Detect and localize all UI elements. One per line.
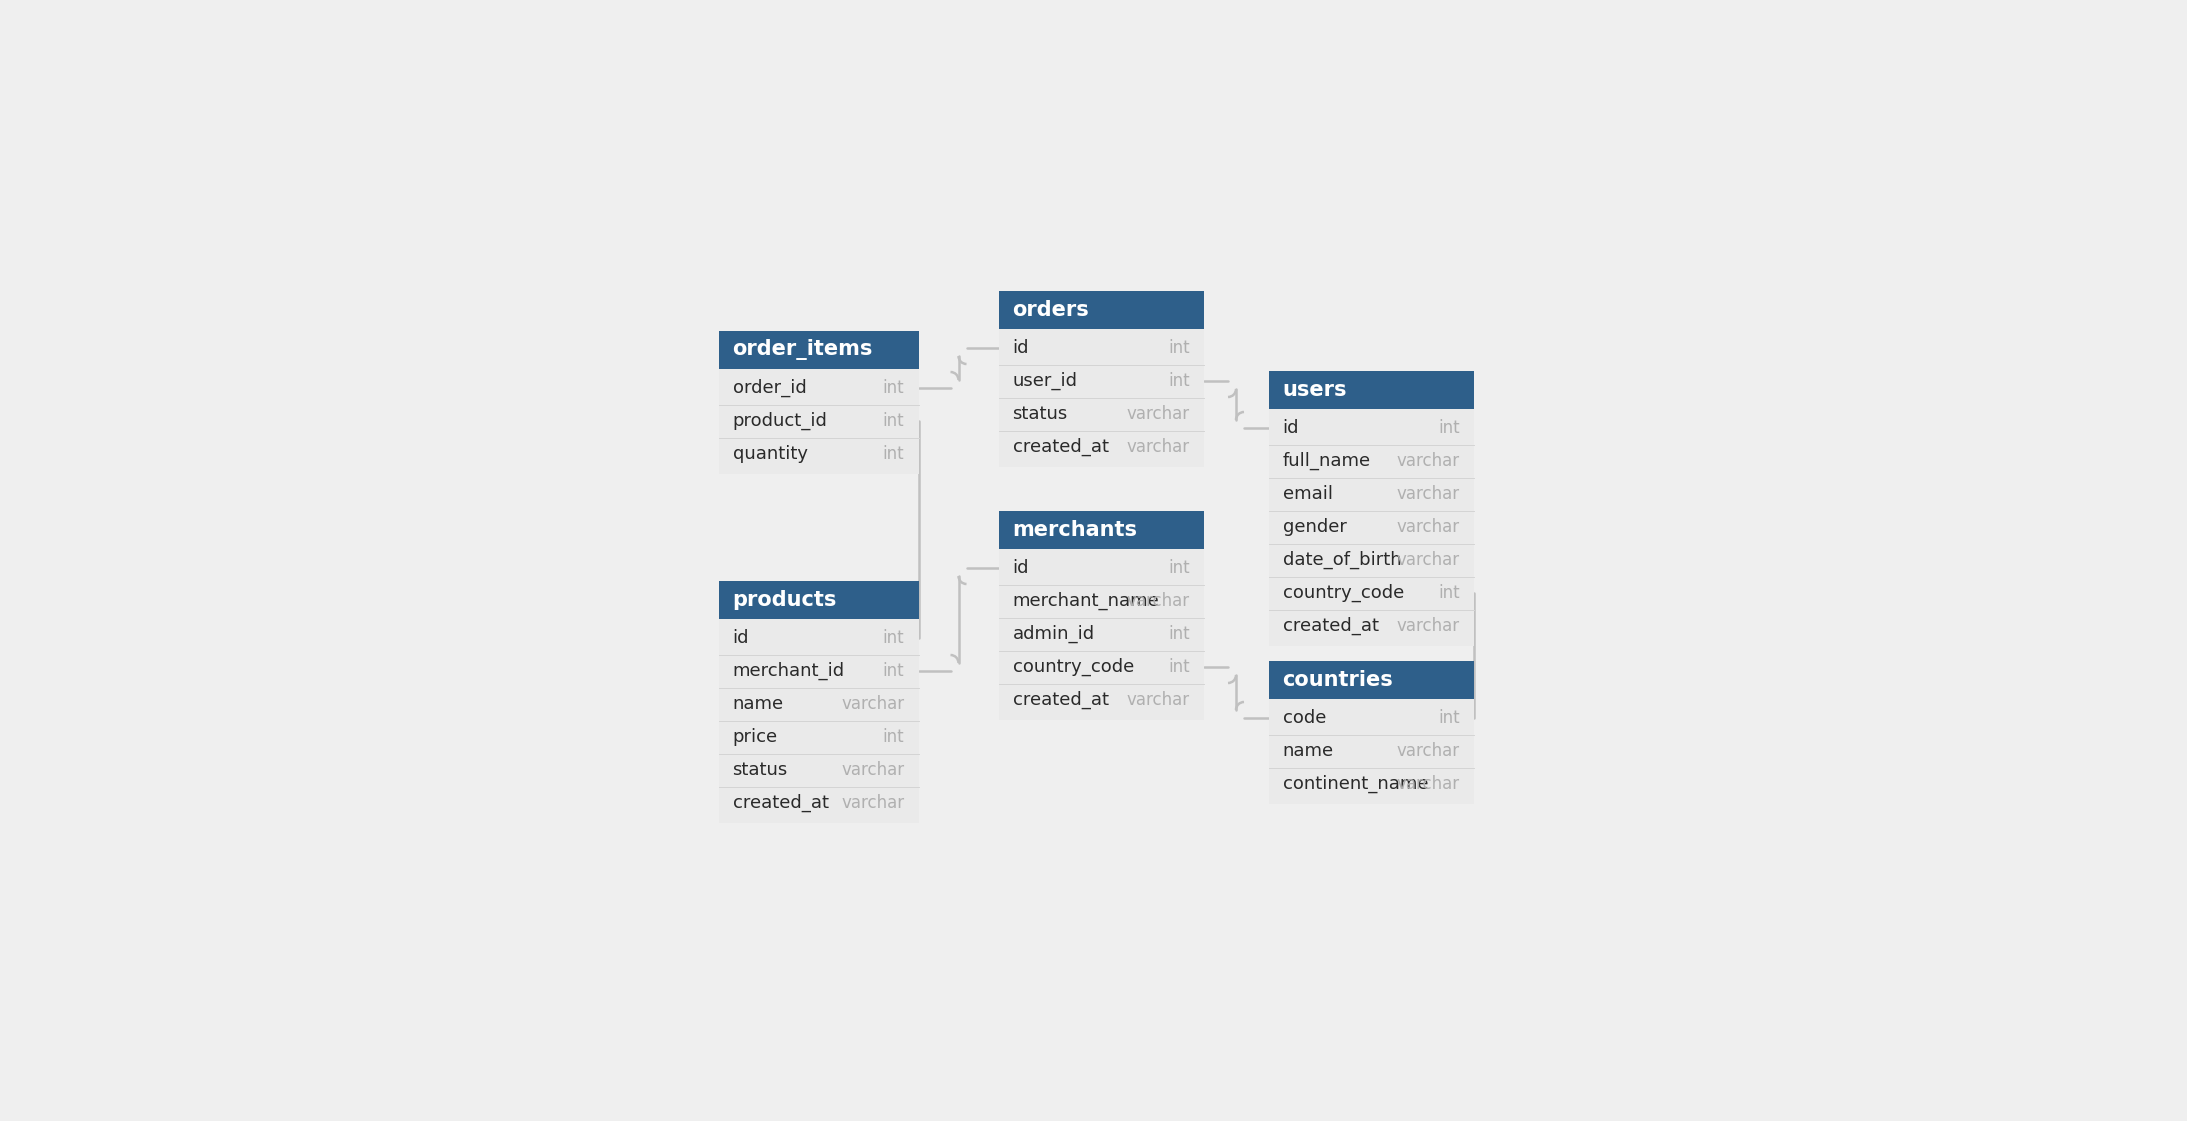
Text: price: price <box>733 728 779 745</box>
Text: int: int <box>1168 658 1190 676</box>
Text: status: status <box>1013 405 1067 423</box>
Text: id: id <box>1013 559 1030 577</box>
Text: date_of_birth: date_of_birth <box>1282 550 1402 569</box>
Text: int: int <box>1168 339 1190 356</box>
Text: varchar: varchar <box>842 794 905 812</box>
Text: int: int <box>884 728 905 745</box>
Text: created_at: created_at <box>1013 438 1109 456</box>
Text: varchar: varchar <box>1126 405 1190 423</box>
Text: int: int <box>1168 559 1190 577</box>
Text: int: int <box>884 379 905 397</box>
Text: created_at: created_at <box>1282 617 1378 636</box>
FancyBboxPatch shape <box>720 369 919 473</box>
Text: name: name <box>1282 742 1334 760</box>
FancyBboxPatch shape <box>999 548 1203 720</box>
Text: id: id <box>1013 339 1030 356</box>
FancyBboxPatch shape <box>1268 698 1474 804</box>
Text: varchar: varchar <box>1395 552 1459 569</box>
Text: merchants: merchants <box>1013 519 1137 539</box>
Text: varchar: varchar <box>1395 485 1459 503</box>
FancyBboxPatch shape <box>1268 371 1474 408</box>
FancyBboxPatch shape <box>1268 660 1474 698</box>
Text: product_id: product_id <box>733 411 827 430</box>
Text: varchar: varchar <box>842 695 905 713</box>
Text: order_items: order_items <box>733 339 873 360</box>
Text: int: int <box>1168 626 1190 643</box>
FancyBboxPatch shape <box>720 619 919 823</box>
Text: merchant_id: merchant_id <box>733 661 844 680</box>
Text: admin_id: admin_id <box>1013 624 1096 643</box>
Text: int: int <box>884 629 905 647</box>
Text: email: email <box>1282 485 1332 503</box>
FancyBboxPatch shape <box>999 290 1203 328</box>
Text: full_name: full_name <box>1282 452 1371 470</box>
Text: id: id <box>733 629 748 647</box>
Text: order_id: order_id <box>733 379 807 397</box>
Text: int: int <box>884 413 905 430</box>
Text: code: code <box>1282 708 1325 728</box>
Text: int: int <box>884 663 905 680</box>
Text: name: name <box>733 695 783 713</box>
Text: created_at: created_at <box>1013 691 1109 710</box>
FancyBboxPatch shape <box>999 328 1203 466</box>
FancyBboxPatch shape <box>720 331 919 369</box>
Text: created_at: created_at <box>733 794 829 812</box>
Text: quantity: quantity <box>733 445 807 463</box>
Text: int: int <box>884 445 905 463</box>
Text: int: int <box>1168 372 1190 390</box>
Text: merchant_name: merchant_name <box>1013 592 1159 610</box>
Text: country_code: country_code <box>1282 584 1404 602</box>
Text: continent_name: continent_name <box>1282 775 1428 794</box>
Text: varchar: varchar <box>1395 775 1459 793</box>
Text: int: int <box>1437 419 1459 437</box>
Text: varchar: varchar <box>1126 691 1190 708</box>
Text: orders: orders <box>1013 299 1089 319</box>
Text: varchar: varchar <box>1395 452 1459 470</box>
Text: country_code: country_code <box>1013 658 1133 676</box>
Text: varchar: varchar <box>1126 592 1190 610</box>
Text: varchar: varchar <box>1126 438 1190 456</box>
Text: products: products <box>733 590 838 610</box>
Text: users: users <box>1282 380 1347 399</box>
Text: countries: countries <box>1282 669 1393 689</box>
FancyBboxPatch shape <box>1268 408 1474 646</box>
Text: int: int <box>1437 708 1459 728</box>
Text: id: id <box>1282 419 1299 437</box>
Text: user_id: user_id <box>1013 372 1078 390</box>
Text: varchar: varchar <box>1395 518 1459 536</box>
Text: varchar: varchar <box>1395 742 1459 760</box>
FancyBboxPatch shape <box>999 510 1203 548</box>
Text: status: status <box>733 761 787 779</box>
Text: gender: gender <box>1282 518 1347 536</box>
FancyBboxPatch shape <box>720 581 919 619</box>
Text: varchar: varchar <box>842 761 905 779</box>
Text: int: int <box>1437 584 1459 602</box>
Text: varchar: varchar <box>1395 617 1459 634</box>
